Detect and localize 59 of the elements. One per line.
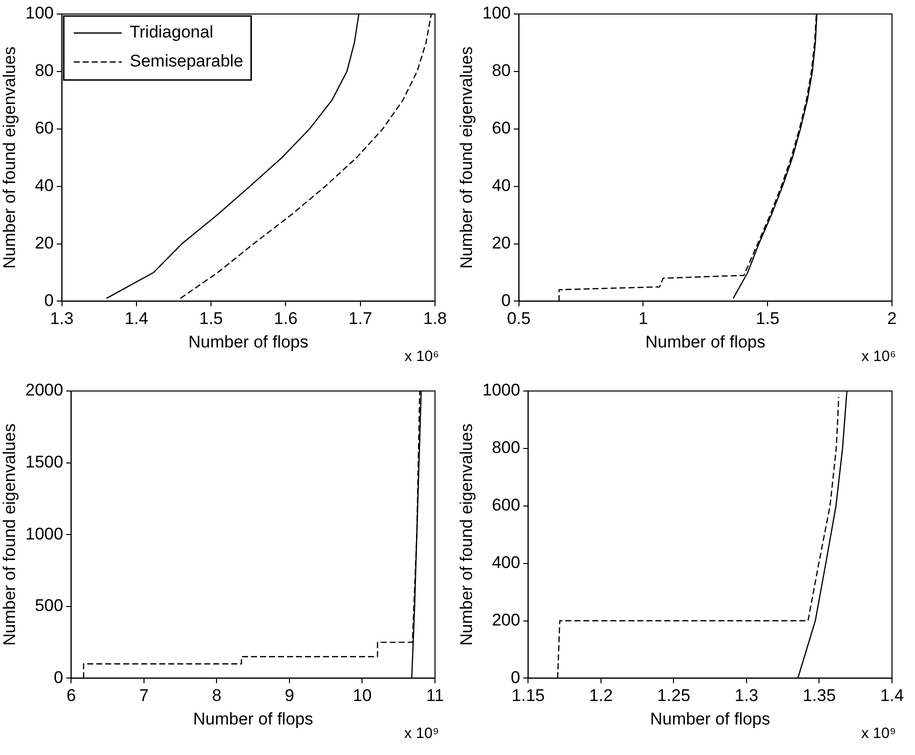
y-tick-label: 0 xyxy=(510,668,520,687)
x-tick-label: 0.5 xyxy=(506,309,531,328)
legend-label: Tridiagonal xyxy=(130,22,214,42)
text: x 10⁹ xyxy=(404,724,439,742)
x-axis-title: Number of flops xyxy=(645,332,766,352)
y-tick-label: 40 xyxy=(492,176,511,196)
x-tick-label: 1.8 xyxy=(423,309,447,328)
x-tick-label: 1.15 xyxy=(512,686,545,706)
x-tick-label: 8 xyxy=(212,686,222,706)
x-tick-label: 10 xyxy=(352,686,372,706)
y-tick-label: 2000 xyxy=(25,380,64,400)
y-tick-label: 100 xyxy=(25,4,54,23)
y-tick-label: 0 xyxy=(54,668,64,687)
y-tick-label: 40 xyxy=(34,176,54,196)
x-tick-label: 11 xyxy=(426,686,444,706)
y-tick-label: 0 xyxy=(44,290,54,310)
y-tick-label: 20 xyxy=(492,233,511,252)
y-axis-title: Number of found eigenvalues xyxy=(0,46,19,269)
x-tick-label: 1.7 xyxy=(348,309,372,328)
x-tick-label: 9 xyxy=(284,686,294,706)
y-axis-title: Number of found eigenvalues xyxy=(0,424,19,646)
y-axis-title: Number of found eigenvalues xyxy=(456,46,476,269)
text: x 10⁹ xyxy=(861,724,896,742)
y-tick-label: 600 xyxy=(492,496,520,515)
y-tick-label: 60 xyxy=(34,118,54,138)
x-tick-label: 2 xyxy=(887,309,897,328)
y-tick-label: 500 xyxy=(34,596,64,616)
x-tick-label: 6 xyxy=(66,686,76,706)
y-tick-label: 1000 xyxy=(25,524,64,544)
y-tick-label: 800 xyxy=(492,438,520,458)
x-tick-label: 7 xyxy=(139,686,149,706)
x-tick-label: 1.4 xyxy=(880,686,904,706)
y-axis-title: Number of found eigenvalues xyxy=(456,424,476,646)
y-tick-label: 1500 xyxy=(25,452,64,472)
x-tick-label: 1.3 xyxy=(734,686,758,706)
x-axis-title: Number of flops xyxy=(188,332,308,352)
x-tick-label: 1.5 xyxy=(756,309,780,328)
y-tick-label: 200 xyxy=(492,610,520,630)
y-tick-label: 20 xyxy=(34,233,54,252)
x-tick-label: 1.5 xyxy=(199,309,223,328)
x-tick-label: 1.35 xyxy=(802,686,836,706)
x-tick-label: 1.3 xyxy=(50,309,74,328)
x-axis-title: Number of flops xyxy=(193,709,314,728)
y-tick-label: 80 xyxy=(492,61,511,80)
x-tick-label: 1.6 xyxy=(274,309,298,328)
legend-label: Semiseparable xyxy=(130,52,244,71)
y-tick-label: 80 xyxy=(34,61,54,80)
x-tick-label: 1.25 xyxy=(657,686,690,706)
text: x 10⁶ xyxy=(861,348,896,365)
y-tick-label: 100 xyxy=(482,4,511,23)
x-tick-label: 1 xyxy=(638,309,648,328)
y-tick-label: 400 xyxy=(492,553,520,572)
x-axis-title: Number of flops xyxy=(650,709,770,728)
text: x 10⁶ xyxy=(404,348,439,365)
y-tick-label: 1000 xyxy=(482,380,520,400)
y-tick-label: 0 xyxy=(501,290,511,310)
y-tick-label: 60 xyxy=(492,118,511,138)
x-tick-label: 1.4 xyxy=(124,309,148,328)
x-tick-label: 1.2 xyxy=(589,686,613,706)
